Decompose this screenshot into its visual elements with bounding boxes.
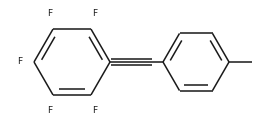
Text: F: F (47, 106, 52, 115)
Text: F: F (17, 58, 22, 66)
Text: F: F (92, 106, 97, 115)
Text: F: F (47, 9, 52, 18)
Text: F: F (92, 9, 97, 18)
